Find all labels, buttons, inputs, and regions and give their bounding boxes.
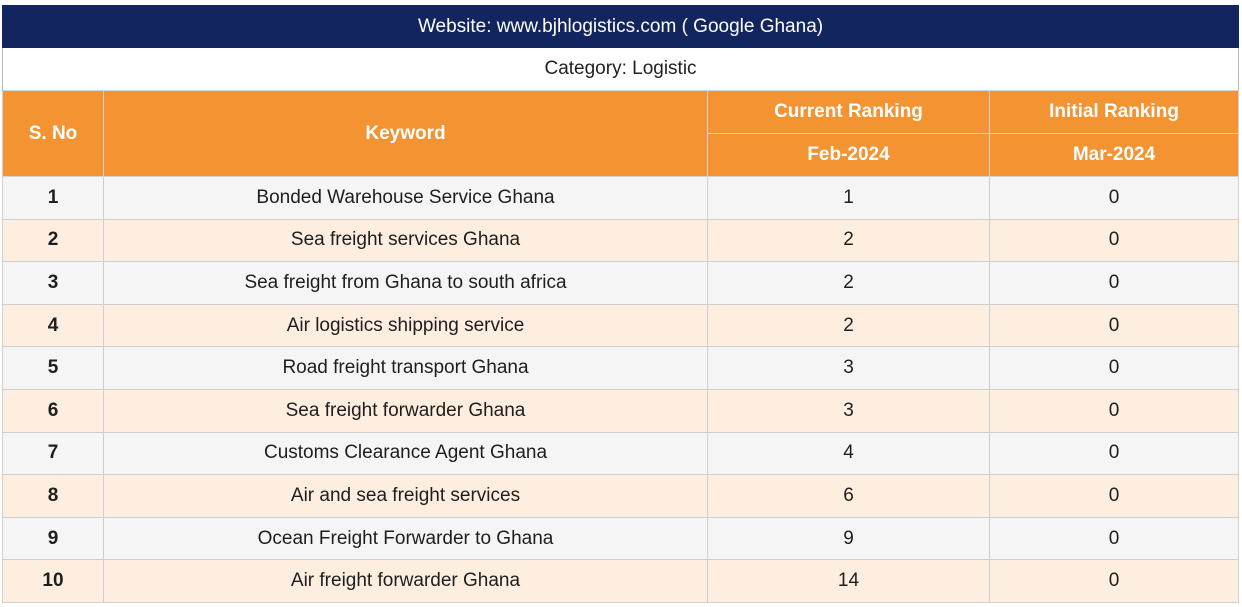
current-ranking-date: Feb-2024 <box>707 133 990 177</box>
row-keyword: Air logistics shipping service <box>103 303 708 348</box>
table-row: 2 Sea freight services Ghana 2 0 <box>2 218 1240 263</box>
row-current-ranking: 4 <box>707 431 990 476</box>
table-row: 9 Ocean Freight Forwarder to Ghana 9 0 <box>2 516 1240 561</box>
column-header-current-ranking: Current Ranking <box>707 90 990 134</box>
table-row: 6 Sea freight forwarder Ghana 3 0 <box>2 388 1240 433</box>
row-keyword: Bonded Warehouse Service Ghana <box>103 176 708 220</box>
table-row: 10 Air freight forwarder Ghana 14 0 <box>2 559 1240 603</box>
row-keyword: Ocean Freight Forwarder to Ghana <box>103 516 708 561</box>
row-initial-ranking: 0 <box>988 261 1240 305</box>
row-sno: 8 <box>2 474 104 518</box>
ranking-table: Website: www.bjhlogistics.com ( Google G… <box>1 5 1240 603</box>
column-header-initial-ranking: Initial Ranking <box>988 90 1240 134</box>
table-row: 1 Bonded Warehouse Service Ghana 1 0 <box>2 176 1240 220</box>
table-row: 4 Air logistics shipping service 2 0 <box>2 303 1240 348</box>
row-keyword: Sea freight services Ghana <box>103 218 708 263</box>
table-row: 5 Road freight transport Ghana 3 0 <box>2 346 1240 390</box>
row-current-ranking: 9 <box>707 516 990 561</box>
category-label: Category: Logistic <box>1 47 1240 91</box>
row-initial-ranking: 0 <box>988 388 1240 433</box>
row-sno: 3 <box>2 261 104 305</box>
table-row: 7 Customs Clearance Agent Ghana 4 0 <box>2 431 1240 476</box>
ranking-rows: 1 Bonded Warehouse Service Ghana 1 0 2 S… <box>2 176 1240 603</box>
row-sno: 9 <box>2 516 104 561</box>
row-initial-ranking: 0 <box>988 559 1240 603</box>
row-keyword: Air freight forwarder Ghana <box>103 559 708 603</box>
table-row: 3 Sea freight from Ghana to south africa… <box>2 261 1240 305</box>
column-header-sno: S. No <box>2 90 104 177</box>
category-row: Category: Logistic <box>1 47 1240 91</box>
row-sno: 10 <box>2 559 104 603</box>
row-current-ranking: 2 <box>707 303 990 348</box>
row-keyword: Customs Clearance Agent Ghana <box>103 431 708 476</box>
row-keyword: Sea freight forwarder Ghana <box>103 388 708 433</box>
row-initial-ranking: 0 <box>988 431 1240 476</box>
initial-ranking-date: Mar-2024 <box>988 133 1240 177</box>
row-sno: 5 <box>2 346 104 390</box>
row-current-ranking: 3 <box>707 346 990 390</box>
row-current-ranking: 6 <box>707 474 990 518</box>
table-row: 8 Air and sea freight services 6 0 <box>2 474 1240 518</box>
website-title: Website: www.bjhlogistics.com ( Google G… <box>1 5 1240 48</box>
row-current-ranking: 2 <box>707 261 990 305</box>
row-initial-ranking: 0 <box>988 346 1240 390</box>
title-row: Website: www.bjhlogistics.com ( Google G… <box>1 5 1240 48</box>
row-keyword: Road freight transport Ghana <box>103 346 708 390</box>
row-sno: 6 <box>2 388 104 433</box>
row-current-ranking: 3 <box>707 388 990 433</box>
row-initial-ranking: 0 <box>988 218 1240 263</box>
row-initial-ranking: 0 <box>988 516 1240 561</box>
ranking-report: Website: www.bjhlogistics.com ( Google G… <box>1 5 1240 603</box>
row-sno: 4 <box>2 303 104 348</box>
row-sno: 1 <box>2 176 104 220</box>
column-header-keyword: Keyword <box>103 90 708 177</box>
row-current-ranking: 2 <box>707 218 990 263</box>
row-current-ranking: 1 <box>707 176 990 220</box>
row-sno: 7 <box>2 431 104 476</box>
column-date-row: Feb-2024 Mar-2024 <box>3 133 1240 177</box>
row-initial-ranking: 0 <box>988 176 1240 220</box>
row-keyword: Air and sea freight services <box>103 474 708 518</box>
row-sno: 2 <box>2 218 104 263</box>
column-header-row: S. No Keyword Current Ranking Initial Ra… <box>2 90 1240 177</box>
row-initial-ranking: 0 <box>988 474 1240 518</box>
row-keyword: Sea freight from Ghana to south africa <box>103 261 708 305</box>
row-current-ranking: 14 <box>707 559 990 603</box>
row-initial-ranking: 0 <box>988 303 1240 348</box>
